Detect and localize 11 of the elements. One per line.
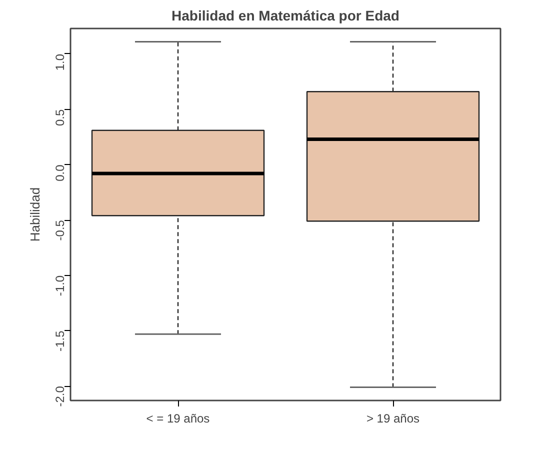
- y-tick-label: -1.0: [53, 275, 67, 296]
- chart-title: Habilidad en Matemática por Edad: [172, 8, 400, 24]
- x-tick-label: < = 19 años: [146, 412, 210, 426]
- y-tick-label: 0.5: [53, 108, 67, 126]
- y-tick-label: 0.0: [53, 164, 67, 182]
- y-tick-label: -2.0: [53, 386, 67, 407]
- y-tick-label: -1.5: [53, 330, 67, 352]
- y-tick-label: -0.5: [53, 220, 67, 241]
- x-tick-label: > 19 años: [366, 412, 420, 426]
- y-axis-title: Habilidad: [28, 187, 42, 242]
- y-tick-label: 1.0: [53, 54, 67, 71]
